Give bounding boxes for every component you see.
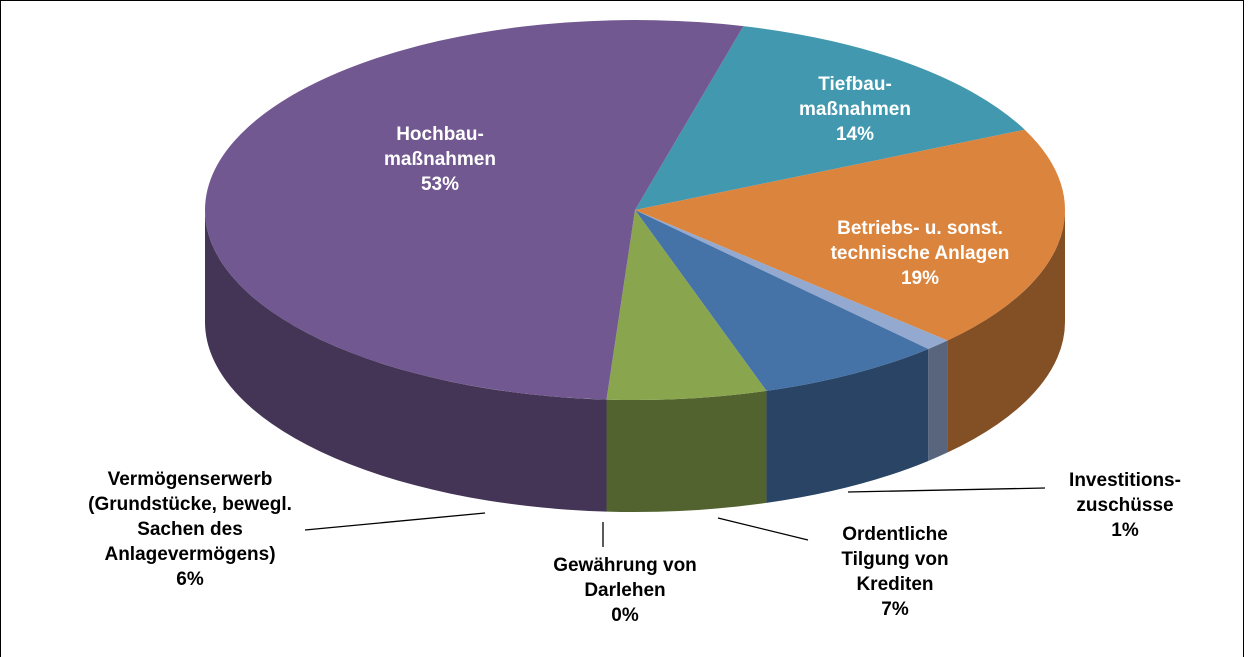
slice bbox=[205, 20, 744, 400]
slice-label: Vermögenserwerb (Grundstücke, bewegl. Sa… bbox=[88, 467, 292, 592]
slice-side bbox=[928, 340, 948, 461]
slice-side bbox=[766, 348, 929, 503]
slice bbox=[635, 26, 1025, 211]
value-label: 0% bbox=[611, 605, 639, 626]
slice-label: Investitions- zuschüsse 1% bbox=[1069, 468, 1181, 543]
slice bbox=[635, 210, 948, 349]
slice-label: Betriebs- u. sonst. technische Anlagen 19… bbox=[831, 216, 1010, 291]
slice-side bbox=[606, 390, 767, 513]
category-label: Gewährung von Darlehen bbox=[553, 555, 697, 601]
slice-label: Hochbau- maßnahmen 53% bbox=[384, 122, 496, 197]
category-label: Betriebs- u. sonst. technische Anlagen bbox=[830, 218, 1010, 264]
category-label: Ordentliche Tilgung von Krediten bbox=[841, 524, 949, 595]
slice-side bbox=[947, 210, 1065, 453]
category-label: Investitions- zuschüsse bbox=[1069, 470, 1181, 516]
slice-label: Tiefbau- maßnahmen 14% bbox=[799, 72, 911, 147]
slice-label: Gewährung von Darlehen 0% bbox=[553, 553, 697, 628]
category-label: Vermögenserwerb (Grundstücke, bewegl. Sa… bbox=[88, 469, 292, 565]
value-label: 7% bbox=[881, 599, 909, 620]
leader-line bbox=[717, 517, 809, 541]
category-label: Tiefbau- maßnahmen bbox=[799, 74, 911, 120]
value-label: 6% bbox=[176, 569, 204, 590]
value-label: 19% bbox=[900, 268, 940, 289]
leader-line bbox=[847, 487, 1046, 493]
slice-side bbox=[205, 210, 607, 512]
value-label: 1% bbox=[1111, 520, 1139, 541]
slice-label: Ordentliche Tilgung von Krediten 7% bbox=[841, 522, 948, 622]
category-label: Hochbau- maßnahmen bbox=[384, 124, 496, 170]
slice bbox=[635, 129, 1066, 341]
slice bbox=[635, 210, 929, 391]
value-label: 14% bbox=[835, 124, 875, 145]
value-label: 53% bbox=[420, 174, 460, 195]
slice bbox=[606, 210, 767, 400]
leader-line bbox=[304, 512, 486, 531]
